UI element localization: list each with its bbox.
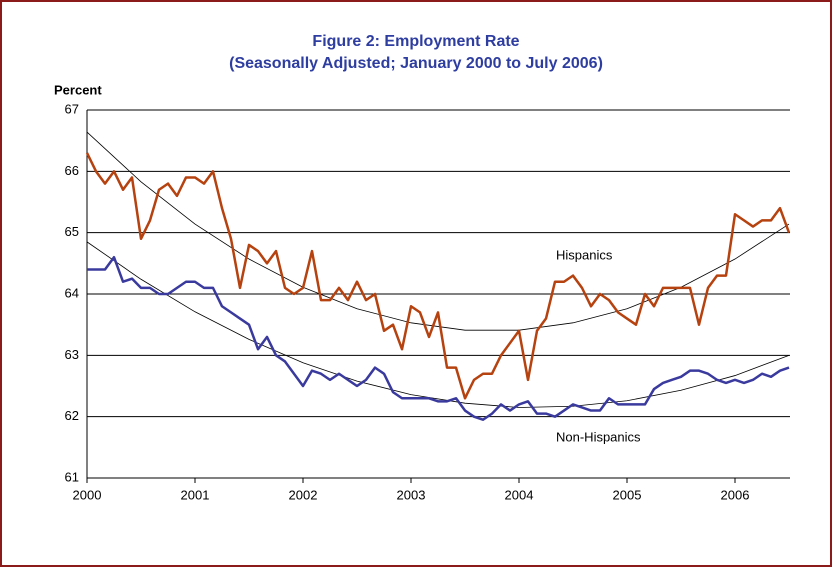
y-tick-label: 64 — [65, 285, 79, 300]
y-tick-label: 62 — [65, 408, 79, 423]
y-tick-label: 66 — [65, 163, 79, 178]
y-axis-label: Percent — [54, 82, 102, 97]
x-tick-label: 2000 — [73, 487, 102, 502]
x-tick-label: 2005 — [613, 487, 642, 502]
series-label: Non-Hispanics — [556, 429, 641, 444]
x-tick-label: 2006 — [721, 487, 750, 502]
trend-line — [86, 131, 790, 331]
x-tick-label: 2004 — [505, 487, 534, 502]
series-line — [87, 255, 790, 421]
y-tick-label: 63 — [65, 347, 79, 362]
x-tick-label: 2002 — [289, 487, 318, 502]
x-tick-label: 2003 — [397, 487, 426, 502]
y-tick-label: 61 — [65, 469, 79, 484]
trend-line — [86, 241, 790, 408]
y-tick-label: 65 — [65, 224, 79, 239]
chart-subtitle: (Seasonally Adjusted; January 2000 to Ju… — [229, 55, 603, 72]
series-line — [85, 152, 791, 400]
series-label: Hispanics — [556, 247, 613, 262]
y-tick-label: 67 — [65, 101, 79, 116]
x-tick-label: 2001 — [181, 487, 210, 502]
chart-title: Figure 2: Employment Rate — [312, 33, 519, 50]
